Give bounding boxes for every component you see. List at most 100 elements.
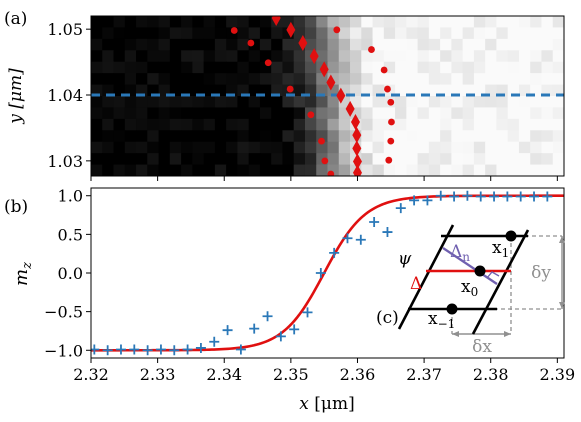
heatmap-cell: [169, 96, 182, 109]
heatmap-cell: [102, 16, 115, 29]
heatmap-cell: [226, 16, 238, 29]
wall-edge-dot: [230, 27, 238, 34]
heatmap-cell: [440, 118, 452, 131]
inset-label: (c): [376, 308, 399, 328]
heatmap-cell: [237, 153, 250, 166]
heatmap-cell: [158, 84, 171, 97]
heatmap-cell: [226, 50, 238, 63]
heatmap-cell: [158, 141, 171, 154]
heatmap-cell: [395, 27, 407, 40]
heatmap-cell: [496, 50, 509, 63]
heatmap-cell: [530, 73, 543, 86]
heatmap-cell: [169, 141, 182, 154]
heatmap-cell: [518, 50, 531, 63]
heatmap-cell: [541, 84, 554, 97]
heatmap-cell: [169, 153, 182, 166]
heatmap-cell: [181, 118, 193, 131]
heatmap-cell: [395, 107, 407, 120]
heatmap-cell: [327, 153, 340, 166]
heatmap-cell: [350, 16, 362, 29]
heatmap-cell: [496, 141, 509, 154]
heatmap-cell: [395, 16, 407, 29]
wall-center-diamond: [298, 34, 308, 51]
heatmap-cell: [293, 130, 306, 143]
heatmap-cell: [361, 107, 374, 120]
heatmap-cell: [192, 16, 205, 29]
x-tick-label: 2.37: [406, 365, 442, 384]
heatmap-cell: [507, 164, 520, 176]
heatmap-cell: [181, 84, 193, 97]
heatmap-cell: [327, 130, 340, 143]
heatmap-cell: [350, 73, 362, 86]
heatmap-cell: [383, 38, 396, 51]
heatmap-cell: [271, 96, 284, 109]
dx-arrow-head-right: [504, 331, 511, 337]
heatmap-cell: [406, 73, 419, 86]
heatmap-cell: [113, 61, 126, 74]
panel-b-label: (b): [4, 197, 28, 217]
heatmap-cell: [372, 130, 385, 143]
heatmap-cell: [507, 141, 520, 154]
x-tick-label: 2.38: [473, 365, 509, 384]
heatmap-cell: [462, 38, 475, 51]
heatmap-cell: [395, 96, 407, 109]
heatmap-cell: [203, 130, 216, 143]
heatmap-cell: [541, 96, 554, 109]
point-xm1: [446, 303, 458, 315]
delta-label: Δ: [410, 274, 422, 294]
wall-edge-dot: [286, 85, 294, 93]
heatmap-cell: [147, 61, 160, 74]
heatmap-cell: [518, 38, 531, 51]
heatmap-cell: [338, 61, 351, 74]
data-point: [409, 195, 420, 206]
heatmap-cell: [259, 96, 272, 109]
heatmap-cell: [451, 84, 464, 97]
heatmap-cell: [293, 164, 306, 176]
heatmap-cell: [530, 118, 543, 131]
heatmap-cell: [214, 164, 227, 176]
data-point: [395, 203, 406, 214]
heatmap-cell: [518, 16, 531, 29]
heatmap-cell: [462, 130, 475, 143]
heatmap-cell: [226, 73, 238, 86]
data-point: [329, 247, 340, 258]
inset-diagram: ψ Δ Δn x1 x0 x−1 (c) δy δx: [376, 224, 565, 357]
heatmap-cell: [518, 96, 531, 109]
heatmap-cell: [169, 84, 182, 97]
point-x0: [474, 265, 486, 277]
heatmap-cell: [552, 130, 564, 143]
heatmap-cell: [237, 96, 250, 109]
heatmap-cell: [428, 27, 441, 40]
heatmap-cell: [124, 141, 137, 154]
data-point: [209, 336, 220, 347]
wall-center-diamond: [336, 87, 346, 104]
heatmap-cell: [462, 84, 475, 97]
heatmap-cell: [226, 84, 238, 97]
data-point: [222, 325, 233, 336]
heatmap-cell: [361, 16, 374, 29]
heatmap-cell: [304, 118, 317, 131]
heatmap-cell: [451, 27, 464, 40]
heatmap-cell: [203, 107, 216, 120]
heatmap-cell: [485, 61, 498, 74]
heatmap-cell: [361, 38, 374, 51]
heatmap-cell: [541, 73, 554, 86]
data-point: [382, 227, 393, 238]
heatmap-cell: [169, 107, 182, 120]
heatmap-cell: [440, 84, 452, 97]
heatmap-cell: [259, 16, 272, 29]
heatmap-cell: [304, 96, 317, 109]
heatmap-cell: [237, 130, 250, 143]
heatmap-cell: [451, 130, 464, 143]
heatmap-cell: [417, 164, 430, 176]
heatmap-cell: [91, 38, 103, 51]
heatmap-cell: [552, 118, 564, 131]
heatmap-cell: [485, 27, 498, 40]
heatmap-cell: [136, 50, 148, 63]
data-point: [275, 331, 286, 342]
heatmap-cell: [214, 27, 227, 40]
heatmap-cell: [259, 50, 272, 63]
heatmap-cell: [293, 16, 306, 29]
heatmap-cell: [372, 73, 385, 86]
heatmap-cell: [496, 153, 509, 166]
